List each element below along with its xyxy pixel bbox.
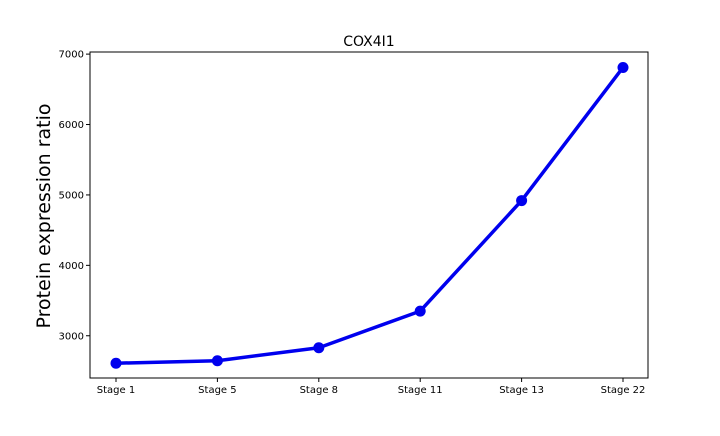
y-tick-label: 4000: [59, 261, 84, 272]
x-tick-label: Stage 22: [601, 385, 646, 396]
y-tick-label: 7000: [59, 50, 84, 61]
x-tick-label: Stage 11: [398, 385, 443, 396]
plot-frame: [89, 51, 649, 379]
y-axis-label: Protein expression ratio: [33, 104, 55, 329]
data-point: [313, 342, 325, 354]
y-tick-label: 6000: [59, 120, 84, 131]
series-line: [114, 65, 625, 365]
y-tick-label: 5000: [59, 190, 84, 201]
data-point: [110, 357, 122, 369]
data-point: [516, 195, 528, 207]
y-tick-label: 3000: [59, 331, 84, 342]
x-tick-label: Stage 13: [499, 385, 544, 396]
x-tick-label: Stage 1: [97, 385, 135, 396]
chart-title: COX4I1: [343, 34, 394, 50]
data-point: [414, 305, 426, 317]
data-point: [617, 61, 629, 73]
x-tick-label: Stage 8: [300, 385, 338, 396]
data-point: [211, 355, 223, 367]
x-tick-label: Stage 5: [198, 385, 236, 396]
